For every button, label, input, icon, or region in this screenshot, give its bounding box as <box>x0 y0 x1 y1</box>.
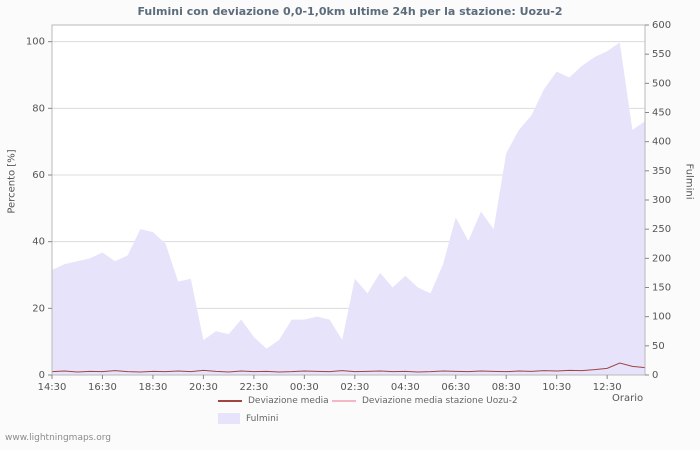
svg-text:60: 60 <box>32 170 45 181</box>
svg-text:200: 200 <box>652 253 671 264</box>
svg-text:02:30: 02:30 <box>340 382 369 393</box>
svg-text:100: 100 <box>26 37 45 48</box>
y-axis-label-left: Percento [%] <box>6 149 18 214</box>
svg-text:80: 80 <box>32 103 45 114</box>
legend-item-fulmini: Fulmini <box>218 413 278 424</box>
svg-text:150: 150 <box>652 283 671 294</box>
svg-text:08:30: 08:30 <box>492 382 521 393</box>
y-axis-label-right: Fulmini <box>683 163 695 200</box>
svg-text:100: 100 <box>652 312 671 323</box>
svg-text:14:30: 14:30 <box>38 382 67 393</box>
svg-text:400: 400 <box>652 137 671 148</box>
svg-text:00:30: 00:30 <box>290 382 319 393</box>
svg-text:600: 600 <box>652 20 671 31</box>
deviazione-media-stazione-swatch-icon <box>332 400 356 402</box>
x-axis-label: Orario <box>612 393 644 404</box>
svg-text:300: 300 <box>652 195 671 206</box>
svg-text:10:30: 10:30 <box>542 382 571 393</box>
legend-label: Deviazione media <box>248 396 329 406</box>
svg-text:0: 0 <box>652 370 658 381</box>
legend-item-deviazione-media-stazione: Deviazione media stazione Uozu-2 <box>332 396 518 406</box>
deviazione-media-swatch-icon <box>218 400 242 402</box>
legend-item-deviazione-media: Deviazione media <box>218 396 329 406</box>
svg-text:20:30: 20:30 <box>189 382 218 393</box>
svg-text:0: 0 <box>39 370 45 381</box>
svg-text:250: 250 <box>652 224 671 235</box>
chart-title: Fulmini con deviazione 0,0-1,0km ultime … <box>137 5 563 18</box>
svg-text:50: 50 <box>652 341 665 352</box>
legend-label: Fulmini <box>246 413 279 424</box>
svg-text:04:30: 04:30 <box>391 382 420 393</box>
svg-text:12:30: 12:30 <box>593 382 622 393</box>
svg-text:18:30: 18:30 <box>139 382 168 393</box>
watermark-link[interactable]: www.lightningmaps.org <box>5 433 111 443</box>
svg-text:550: 550 <box>652 49 671 60</box>
legend-label: Deviazione media stazione Uozu-2 <box>362 396 518 406</box>
svg-text:06:30: 06:30 <box>441 382 470 393</box>
svg-text:450: 450 <box>652 108 671 119</box>
svg-text:500: 500 <box>652 78 671 89</box>
fulmini-swatch-icon <box>218 413 240 424</box>
svg-text:20: 20 <box>32 303 45 314</box>
svg-text:40: 40 <box>32 237 45 248</box>
svg-text:16:30: 16:30 <box>88 382 117 393</box>
svg-text:22:30: 22:30 <box>239 382 268 393</box>
svg-text:350: 350 <box>652 166 671 177</box>
